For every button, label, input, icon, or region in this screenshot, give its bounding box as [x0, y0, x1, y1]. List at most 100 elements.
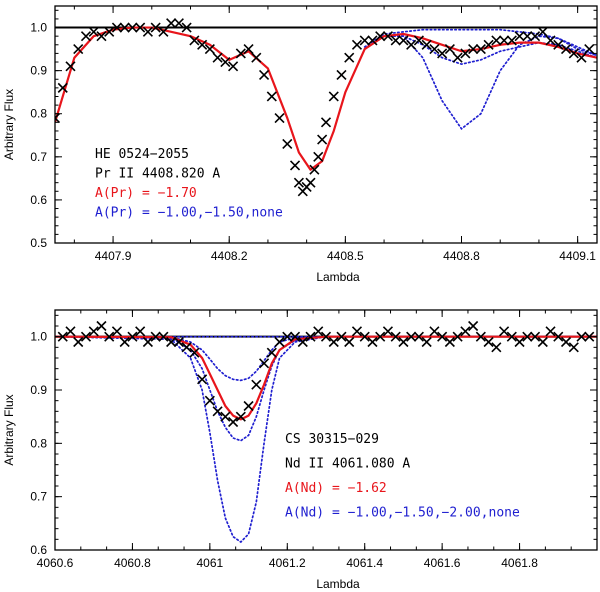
data-point [204, 395, 215, 406]
data-point-stroke-b [317, 134, 328, 145]
data-point [398, 35, 409, 46]
data-point [274, 336, 285, 348]
data-point [398, 336, 409, 348]
data-point [375, 31, 386, 42]
data-point [452, 52, 463, 63]
data-point [576, 52, 587, 63]
data-point [282, 331, 293, 342]
data-point [104, 331, 115, 342]
x-tick-label: 4061.6 [424, 556, 461, 570]
data-point-stroke-b [197, 39, 208, 50]
data-point [166, 18, 177, 29]
data-point-stroke-b [189, 35, 200, 46]
data-point-stroke-b [491, 35, 502, 46]
data-point-stroke-b [251, 379, 262, 390]
data-point [220, 56, 231, 68]
data-point [328, 91, 339, 102]
data-point [437, 331, 448, 342]
comparison-model-line-2 [363, 35, 597, 66]
data-point [560, 44, 572, 55]
data-point-stroke-b [189, 347, 200, 358]
data-point [351, 39, 363, 50]
data-point [235, 411, 246, 422]
data-point [111, 326, 123, 337]
data-point-stroke-b [537, 26, 548, 37]
data-point-stroke-b [452, 52, 463, 63]
data-point-stroke-b [367, 35, 378, 46]
data-point-stroke-b [88, 26, 99, 37]
data-point [390, 35, 401, 46]
data-point-stroke-b [545, 326, 556, 337]
data-point-stroke-b [305, 177, 316, 188]
data-point-stroke-b [305, 331, 316, 342]
annotation-line-3: A(Nd) = −1.62 [285, 481, 387, 496]
plot-frame [54, 309, 598, 551]
data-point [429, 326, 440, 337]
data-point-stroke-b [80, 331, 92, 342]
data-point [390, 331, 401, 342]
data-point-stroke-b [289, 160, 301, 171]
data-point-stroke-b [444, 336, 455, 348]
data-point-stroke-b [204, 44, 215, 55]
data-point-stroke-b [576, 331, 587, 342]
data-point [243, 400, 254, 412]
y-tick-label: 0.8 [30, 436, 47, 450]
data-point [359, 331, 370, 342]
y-tick-label: 0.6 [30, 193, 47, 207]
data-point-stroke-b [584, 44, 595, 55]
data-point-stroke-b [73, 336, 84, 348]
data-point-stroke-b [166, 336, 177, 348]
data-point-stroke-b [375, 331, 386, 342]
data-point [522, 31, 533, 42]
data-point [189, 35, 200, 46]
data-point [88, 326, 99, 337]
data-point-stroke-b [429, 326, 440, 337]
data-point [351, 326, 363, 337]
data-point [111, 22, 123, 33]
data-point [73, 336, 84, 348]
data-point [413, 35, 424, 46]
data-point-stroke-b [274, 112, 285, 124]
data-point [181, 22, 192, 33]
data-point-stroke-b [57, 331, 68, 342]
data-point [55, 112, 61, 124]
data-point-stroke-b [258, 69, 270, 81]
x-tick-label: 4061.4 [346, 556, 383, 570]
data-point [181, 342, 192, 353]
y-axis-label: Arbitrary Flux [2, 89, 16, 160]
x-axis-label: Lambda [316, 270, 360, 284]
data-point [545, 35, 556, 46]
data-point [421, 336, 432, 348]
data-point-stroke-b [460, 48, 471, 59]
data-point-stroke-b [181, 22, 192, 33]
data-point-stroke-b [65, 326, 76, 337]
data-point-stroke-b [282, 331, 293, 342]
data-point [576, 331, 587, 342]
annotation-line-2: Nd II 4061.080 A [285, 457, 410, 472]
data-point [65, 61, 76, 72]
y-tick-label: 1.0 [30, 21, 47, 35]
data-point-stroke-b [413, 331, 424, 342]
data-point-stroke-b [104, 26, 115, 37]
data-point [444, 44, 455, 55]
data-point [166, 336, 177, 348]
data-point-stroke-b [166, 18, 177, 29]
data-point-stroke-b [235, 411, 246, 422]
data-point-stroke-b [293, 177, 304, 188]
data-point [560, 336, 572, 348]
data-point-stroke-b [421, 336, 432, 348]
data-point-stroke-b [142, 26, 153, 37]
y-tick-label: 0.7 [30, 490, 47, 504]
data-point [258, 358, 270, 369]
data-point-stroke-b [475, 44, 486, 55]
data-point-stroke-b [421, 39, 432, 50]
data-point [65, 326, 76, 337]
data-point [235, 48, 246, 59]
data-point-stroke-b [537, 336, 548, 348]
plot-area [55, 320, 597, 544]
data-point [150, 22, 161, 33]
data-point [96, 31, 107, 42]
data-point [104, 26, 115, 37]
data-point [80, 331, 92, 342]
panel-nd-ii-4061: 4060.6 4060.8 4061 4061.2 4061.4 4061.6 4061.8… [2, 309, 598, 591]
